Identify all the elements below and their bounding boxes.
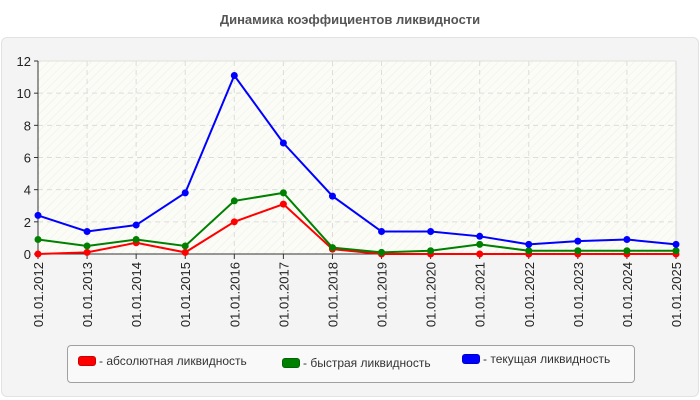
data-point[interactable] [525, 247, 533, 255]
data-point[interactable] [230, 197, 238, 205]
data-point[interactable] [574, 247, 582, 255]
x-tick-label: 01.01.2019 [375, 262, 390, 327]
x-tick-label: 01.01.2016 [227, 262, 242, 327]
data-point[interactable] [279, 139, 287, 147]
data-point[interactable] [230, 218, 238, 226]
data-point[interactable] [574, 237, 582, 245]
data-point[interactable] [672, 240, 680, 248]
data-point[interactable] [378, 248, 386, 256]
y-tick-label: 12 [17, 54, 31, 69]
legend-item-current: - текущая ликвидность [462, 352, 610, 366]
data-point[interactable] [34, 250, 42, 258]
x-tick-label: 01.01.2021 [473, 262, 488, 327]
legend: - абсолютная ликвидность - быстрая ликви… [67, 345, 635, 383]
x-tick-label: 01.01.2023 [571, 262, 586, 327]
data-point[interactable] [181, 242, 189, 250]
data-point[interactable] [34, 211, 42, 219]
x-tick-label: 01.01.2020 [424, 262, 439, 327]
data-point[interactable] [34, 236, 42, 244]
data-point[interactable] [132, 236, 140, 244]
legend-item-quick: - быстрая ликвидность [282, 356, 431, 370]
y-tick-label: 6 [24, 151, 31, 166]
data-point[interactable] [279, 189, 287, 197]
data-point[interactable] [181, 248, 189, 256]
x-tick-label: 01.01.2018 [325, 262, 340, 327]
data-point[interactable] [181, 189, 189, 197]
x-tick-label: 01.01.2017 [276, 262, 291, 327]
data-point[interactable] [427, 227, 435, 235]
data-point[interactable] [83, 227, 91, 235]
data-point[interactable] [230, 71, 238, 79]
data-point[interactable] [132, 221, 140, 229]
data-point[interactable] [623, 236, 631, 244]
x-tick-label: 01.01.2015 [178, 262, 193, 327]
series-line [37, 73, 677, 246]
y-tick-label: 2 [24, 215, 31, 230]
x-tick-label: 01.01.2013 [80, 262, 95, 327]
grid-lines [38, 60, 677, 254]
x-tick-label: 01.01.2024 [620, 262, 635, 327]
data-point[interactable] [279, 200, 287, 208]
legend-swatch-red [78, 356, 96, 366]
data-point[interactable] [672, 247, 680, 255]
legend-label: - абсолютная ликвидность [99, 354, 247, 368]
series-line [37, 202, 676, 255]
legend-item-absolute: - абсолютная ликвидность [78, 354, 247, 368]
x-axis-labels: 01.01.2012 01.01.2013 01.01.2014 01.01.2015… [31, 262, 684, 327]
series-lines [34, 71, 680, 258]
legend-label: - быстрая ликвидность [303, 356, 431, 370]
x-tick-label: 01.01.2012 [31, 262, 46, 327]
data-point[interactable] [328, 192, 336, 200]
x-tick-label: 01.01.2025 [669, 262, 684, 327]
x-tick-label: 01.01.2014 [129, 262, 144, 327]
data-point[interactable] [525, 240, 533, 248]
y-tick-label: 4 [24, 183, 31, 198]
data-point[interactable] [83, 248, 91, 256]
legend-label: - текущая ликвидность [483, 352, 611, 366]
data-point[interactable] [476, 250, 484, 258]
data-point[interactable] [476, 240, 484, 248]
y-tick-label: 0 [24, 247, 31, 262]
data-point[interactable] [476, 232, 484, 240]
x-tick-label: 01.01.2022 [522, 262, 537, 327]
legend-swatch-blue [462, 354, 480, 364]
data-point[interactable] [378, 227, 386, 235]
legend-swatch-green [282, 358, 300, 368]
chart-title: Динамика коэффициентов ликвидности [219, 12, 481, 27]
y-tick-label: 10 [17, 86, 31, 101]
data-point[interactable] [328, 244, 336, 252]
data-point[interactable] [427, 247, 435, 255]
y-tick-label: 8 [24, 118, 31, 133]
series-line [37, 191, 676, 254]
data-point[interactable] [623, 247, 631, 255]
data-point[interactable] [83, 242, 91, 250]
